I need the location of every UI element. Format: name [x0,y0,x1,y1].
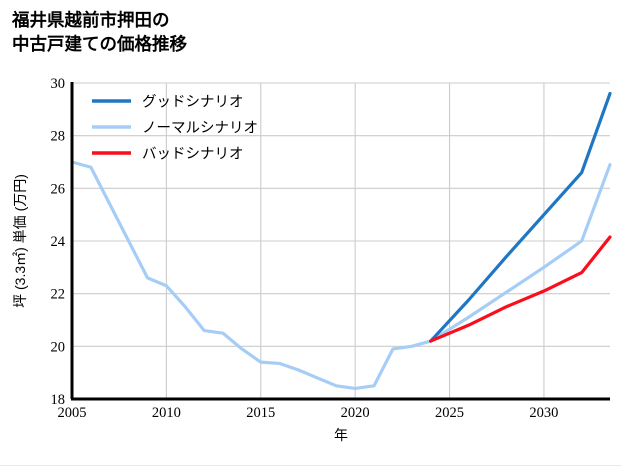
chart-tick-labels: 18 20 22 24 26 28 30 2005 2010 2015 2020 2025 2030 [51,76,559,421]
x-axis-title: 年 [334,427,348,443]
y-tick-label: 18 [51,392,66,408]
series-line-バッドシナリオ [429,235,612,343]
series-line-ノーマルシナリオ [70,160,612,391]
y-tick-label: 22 [51,287,66,303]
y-tick-label: 24 [51,234,66,250]
chart-title: 福井県越前市押田の 中古戸建ての価格推移 [12,10,187,55]
y-tick-label: 28 [51,129,66,145]
chart-axes [70,82,610,401]
series-line-グッドシナリオ [429,91,612,343]
legend-label-0: グッドシナリオ [142,94,244,111]
chart-axis-titles: 年 坪 (3.3㎡) 単価 (万円) [12,174,348,443]
y-tick-label: 26 [51,181,66,197]
x-tick-label: 2010 [152,405,181,421]
y-axis-title: 坪 (3.3㎡) 単価 (万円) [12,174,28,308]
y-tick-label: 30 [51,76,66,92]
legend-label-1: ノーマルシナリオ [142,121,258,137]
y-tick-label: 20 [51,339,66,355]
legend-label-2: バッドシナリオ [142,147,244,163]
x-tick-label: 2005 [58,405,87,421]
chart-series-group [70,91,612,391]
x-tick-label: 2020 [341,405,370,421]
x-tick-label: 2030 [529,405,558,421]
x-tick-label: 2025 [435,405,464,421]
x-tick-label: 2015 [246,405,275,421]
